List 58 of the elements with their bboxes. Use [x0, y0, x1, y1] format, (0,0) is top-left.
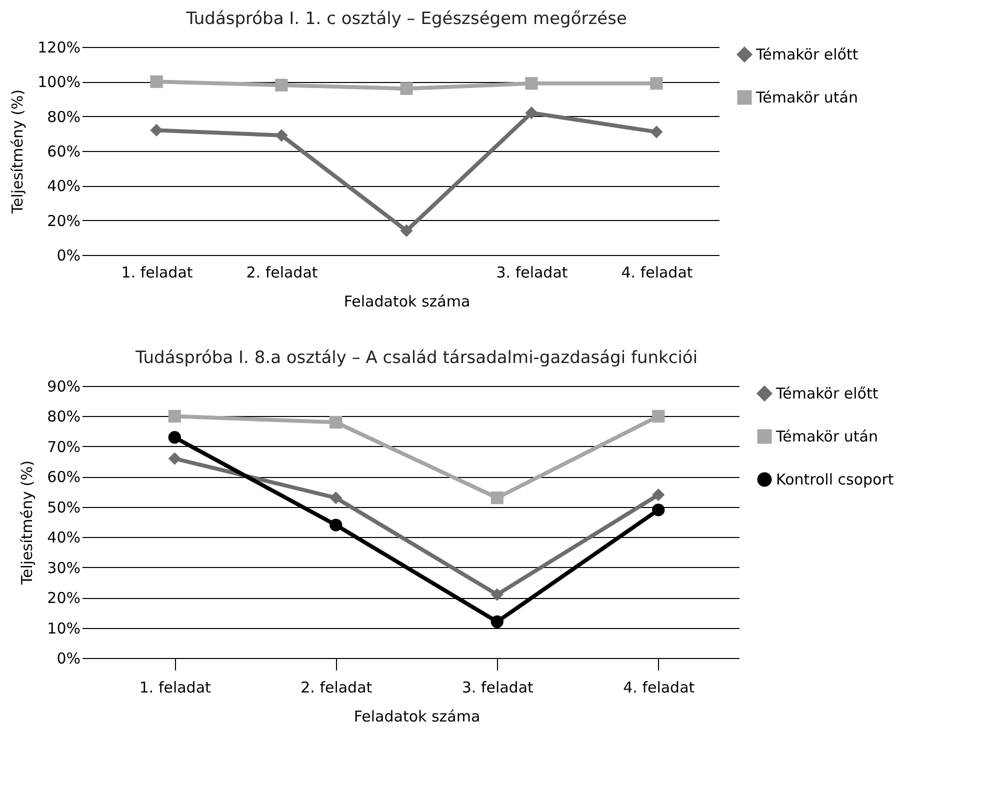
x-axis-title: Feladatok száma: [344, 292, 470, 310]
point: [150, 75, 163, 88]
point: [168, 431, 181, 444]
point: [490, 588, 504, 601]
point: [650, 126, 663, 138]
point: [650, 77, 663, 90]
point: [168, 452, 181, 465]
y-tick-label: 30%: [47, 558, 80, 577]
point: [330, 416, 342, 429]
point: [490, 615, 504, 628]
x-tick-label: 3. feladat: [496, 264, 568, 282]
y-tick-label: 0%: [56, 246, 80, 264]
point: [652, 488, 665, 502]
x-axis-title: Feladatok száma: [354, 708, 480, 726]
point: [400, 224, 413, 238]
y-tick-label: 40%: [47, 177, 80, 196]
x-tick-label: 4. feladat: [623, 678, 695, 696]
legend-label: Témakör után: [755, 88, 858, 106]
x-tick-label: 2. feladat: [300, 678, 372, 696]
y-tick-label: 0%: [56, 650, 80, 668]
x-tick-label: 1. feladat: [121, 264, 193, 282]
y-tick-label: 50%: [47, 498, 80, 516]
point: [275, 78, 288, 92]
y-tick-label: 10%: [47, 619, 80, 638]
y-axis-title: Teljesítmény (%): [18, 460, 36, 586]
x-tick-label: 2. feladat: [246, 264, 318, 282]
y-tick-label: 40%: [47, 528, 80, 547]
point: [330, 491, 342, 504]
point: [525, 106, 538, 120]
chart-title: Tudáspróba I. 8.a osztály – A család társadalmi-gazdasági funkciói: [134, 348, 698, 368]
y-tick-label: 60%: [47, 468, 80, 486]
point: [652, 410, 665, 423]
legend-label: Témakör előtt: [755, 46, 858, 64]
y-tick-label: 100%: [38, 73, 80, 92]
legend-label: Témakör előtt: [775, 384, 878, 402]
x-tick-label: 3. feladat: [462, 678, 534, 696]
chart-title: Tudáspróba I. 1. c osztály – Egészségem megőrzése: [185, 9, 627, 29]
point: [168, 410, 181, 423]
y-axis-title: Teljesítmény (%): [8, 89, 27, 215]
point: [330, 518, 342, 532]
y-tick-label: 80%: [47, 408, 80, 426]
point: [525, 77, 538, 90]
y-tick-label: 90%: [47, 378, 80, 396]
y-tick-label: 20%: [47, 589, 80, 608]
x-tick-label: 1. feladat: [139, 678, 212, 696]
y-tick-label: 80%: [47, 108, 80, 126]
x-tick-label: 4. feladat: [621, 264, 693, 282]
y-tick-label: 120%: [38, 38, 80, 56]
point: [400, 82, 413, 95]
legend-label: Témakör után: [775, 428, 878, 446]
y-tick-label: 20%: [47, 212, 80, 230]
legend-label: Kontroll csoport: [776, 470, 894, 488]
point: [275, 129, 288, 142]
y-tick-label: 60%: [47, 142, 80, 160]
y-tick-label: 70%: [47, 438, 80, 456]
point: [490, 491, 504, 504]
point: [652, 504, 665, 516]
point: [150, 124, 163, 137]
